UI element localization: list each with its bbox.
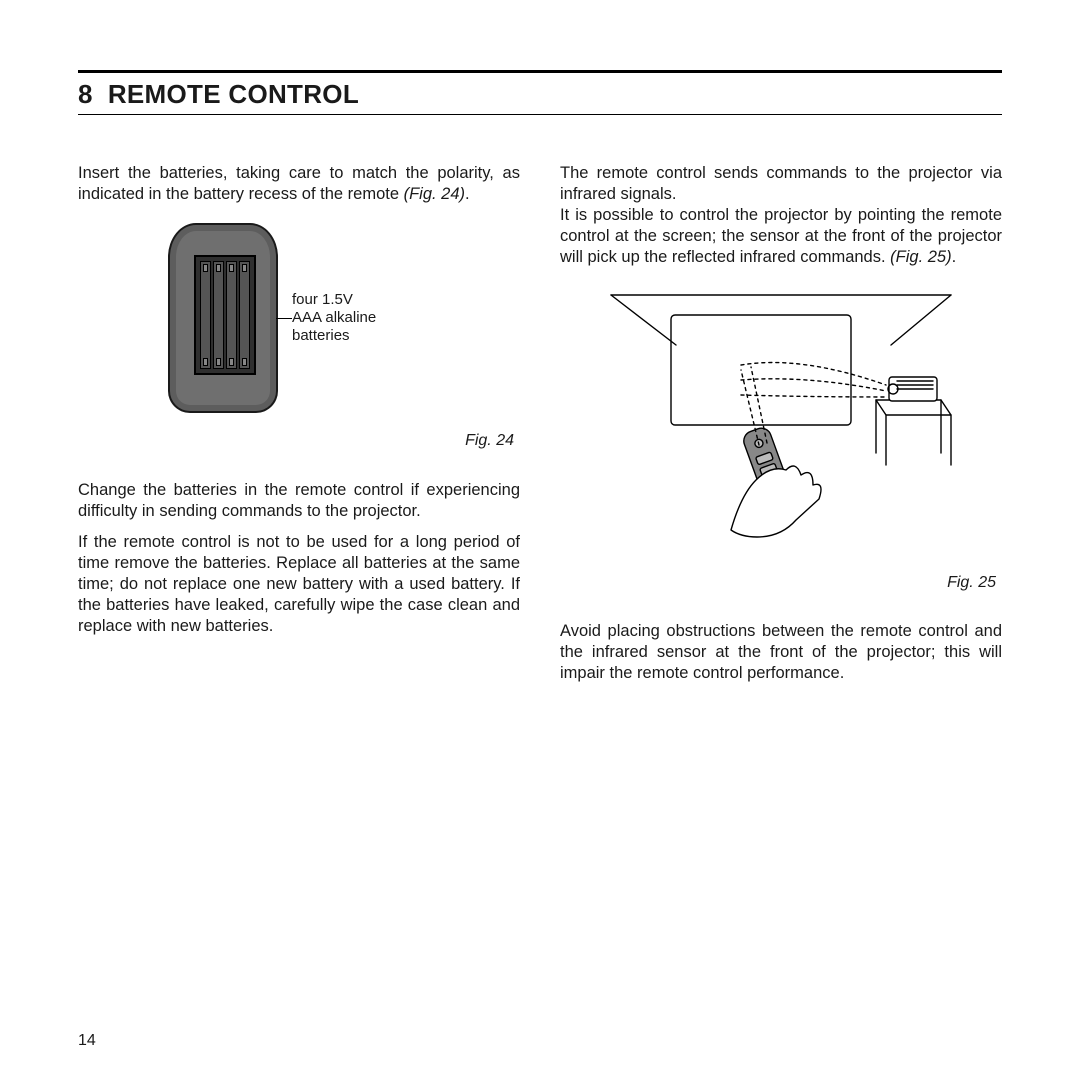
figure-24: four 1.5V AAA alkaline batteries bbox=[78, 223, 520, 413]
figure-25-caption: Fig. 25 bbox=[560, 573, 996, 593]
section-heading: 8 REMOTE CONTROL bbox=[78, 79, 1002, 114]
scene-svg bbox=[591, 285, 971, 555]
section-number: 8 bbox=[78, 79, 93, 109]
callout-line-3: batteries bbox=[292, 327, 376, 345]
figure-25-illustration bbox=[591, 285, 971, 555]
right-p2-end: . bbox=[952, 248, 957, 266]
battery-2 bbox=[213, 261, 224, 369]
callout-line-2: AAA alkaline bbox=[292, 309, 376, 327]
two-column-layout: Insert the batteries, taking care to mat… bbox=[78, 163, 1002, 684]
section-title-text: REMOTE CONTROL bbox=[108, 79, 359, 109]
battery-3 bbox=[226, 261, 237, 369]
left-para-2: Change the batteries in the remote contr… bbox=[78, 480, 520, 522]
battery-4 bbox=[239, 261, 250, 369]
column-left: Insert the batteries, taking care to mat… bbox=[78, 163, 520, 684]
figure-24-caption: Fig. 24 bbox=[78, 431, 514, 451]
remote-back-illustration bbox=[168, 223, 278, 413]
figure-25 bbox=[591, 285, 971, 555]
battery-well bbox=[194, 255, 256, 375]
left-para-1: Insert the batteries, taking care to mat… bbox=[78, 163, 520, 205]
right-p2-figref: (Fig. 25) bbox=[890, 248, 951, 266]
battery-1 bbox=[200, 261, 211, 369]
column-right: The remote control sends commands to the… bbox=[560, 163, 1002, 684]
page-number: 14 bbox=[78, 1032, 96, 1050]
left-p1-end: . bbox=[465, 185, 470, 203]
figure-24-callout: four 1.5V AAA alkaline batteries bbox=[292, 291, 376, 345]
right-para-3: Avoid placing obstructions between the r… bbox=[560, 621, 1002, 684]
right-para-2: It is possible to control the projector … bbox=[560, 205, 1002, 268]
right-para-1: The remote control sends commands to the… bbox=[560, 163, 1002, 205]
left-p1-figref: (Fig. 24) bbox=[404, 185, 465, 203]
left-para-3: If the remote control is not to be used … bbox=[78, 532, 520, 638]
callout-line-1: four 1.5V bbox=[292, 291, 376, 309]
leader-line bbox=[276, 318, 292, 319]
rule-top bbox=[78, 70, 1002, 73]
rule-under-title bbox=[78, 114, 1002, 115]
